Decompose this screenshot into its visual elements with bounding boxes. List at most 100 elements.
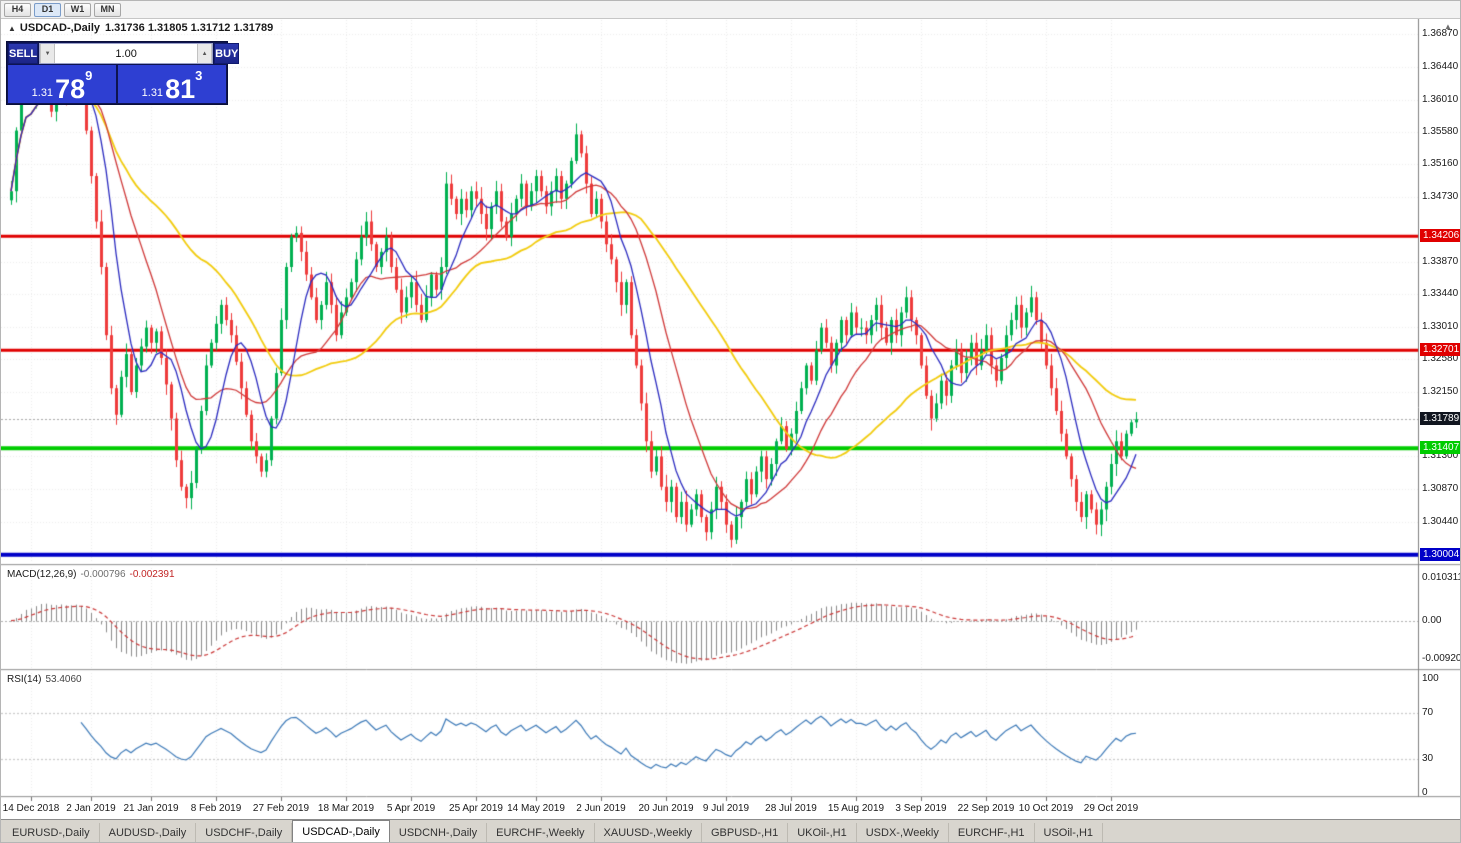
macd-value-main: -0.000796 — [80, 569, 126, 580]
macd-axis-tick: 0.010311 — [1422, 571, 1461, 583]
timeframe-button-mn[interactable]: MN — [94, 2, 121, 17]
chart-tabs-bar: EURUSD-,Daily AUDUSD-,Daily USDCHF-,Daily U… — [1, 819, 1460, 842]
price-axis-tick: 1.31300 — [1422, 450, 1459, 462]
sell-price-small: 1.31 — [31, 87, 54, 99]
chart-tab-eurusd-daily[interactable]: EURUSD-,Daily — [3, 823, 100, 842]
macd-axis-tick: -0.009203 — [1422, 653, 1461, 664]
price-axis-tick: 1.32150 — [1422, 386, 1459, 398]
price-axis-tick: 1.33870 — [1422, 255, 1459, 267]
date-axis-label: 14 Dec 2018 — [2, 803, 60, 814]
one-click-collapse-icon[interactable]: ▲ — [8, 24, 16, 33]
chart-tab-audusd-daily[interactable]: AUDUSD-,Daily — [100, 823, 197, 842]
date-axis-label: 27 Feb 2019 — [252, 803, 310, 814]
current-price-badge: 1.31789 — [1420, 412, 1460, 426]
tab-label: EURCHF-,Weekly — [496, 826, 585, 839]
macd-indicator-label: MACD(12,26,9) -0.000796 -0.002391 — [7, 569, 175, 580]
volume-input[interactable] — [55, 44, 198, 63]
date-axis-label: 2 Jan 2019 — [66, 803, 116, 814]
tab-label: USDCAD-,Daily — [302, 825, 380, 838]
date-axis-label: 3 Sep 2019 — [895, 803, 947, 814]
date-axis-label: 8 Feb 2019 — [190, 803, 242, 814]
price-axis-tick: 1.35160 — [1422, 157, 1459, 169]
chart-tab-usoil-h1[interactable]: USOil-,H1 — [1035, 823, 1104, 842]
date-axis-label: 10 Oct 2019 — [1018, 803, 1074, 814]
tab-label: USOil-,H1 — [1043, 826, 1094, 839]
rsi-name: RSI(14) — [7, 674, 42, 685]
tab-label: UKOil-,H1 — [797, 826, 847, 839]
tab-label: USDCHF-,Daily — [205, 826, 283, 839]
chart-tab-eurchf-h1[interactable]: EURCHF-,H1 — [949, 823, 1035, 842]
price-level-badge[interactable]: 1.31407 — [1420, 441, 1460, 455]
date-axis-label: 9 Jul 2019 — [702, 803, 750, 814]
timeframe-button-d1[interactable]: D1 — [34, 2, 61, 17]
chart-tab-usdcnh-daily[interactable]: USDCNH-,Daily — [390, 823, 488, 842]
tab-label: USDCNH-,Daily — [398, 826, 478, 839]
buy-price-sup: 3 — [195, 68, 203, 83]
sell-price-panel[interactable]: 1.31 78 9 — [8, 65, 116, 103]
buy-button[interactable]: BUY — [214, 43, 240, 64]
rsi-axis-tick: 30 — [1422, 752, 1434, 764]
chart-title: ▲ USDCAD-,Daily 1.31736 1.31805 1.31712 1.… — [8, 22, 273, 34]
timeframe-toolbar: H4 D1 W1 MN — [1, 1, 1460, 19]
date-axis-label: 14 May 2019 — [507, 803, 565, 814]
date-axis-label: 22 Sep 2019 — [957, 803, 1015, 814]
sell-button[interactable]: SELL — [8, 43, 39, 64]
price-axis-tick: 1.30440 — [1422, 515, 1459, 527]
date-axis-label: 29 Oct 2019 — [1083, 803, 1139, 814]
volume-increase-icon[interactable]: ▲ — [197, 44, 213, 63]
price-level-badge[interactable]: 1.30004 — [1420, 547, 1460, 561]
tab-label: XAUUSD-,Weekly — [603, 826, 692, 839]
rsi-axis-tick: 0 — [1422, 787, 1428, 798]
rsi-indicator-label: RSI(14) 53.4060 — [7, 674, 82, 685]
price-level-badge[interactable]: 1.32701 — [1420, 343, 1460, 357]
date-axis-label: 18 Mar 2019 — [317, 803, 375, 814]
price-axis-tick: 1.34730 — [1422, 190, 1459, 202]
price-axis-tick: 1.33010 — [1422, 320, 1459, 332]
date-axis-label: 25 Apr 2019 — [449, 803, 503, 814]
rsi-axis-tick: 100 — [1422, 673, 1439, 684]
buy-price-big: 81 — [165, 74, 196, 104]
chart-shift-marker-icon: ▲ — [1444, 22, 1452, 31]
volume-control: ▼ ▲ — [39, 43, 214, 64]
date-axis-label: 2 Jun 2019 — [576, 803, 626, 814]
timeframe-button-h4[interactable]: H4 — [4, 2, 31, 17]
date-axis-label: 5 Apr 2019 — [386, 803, 436, 814]
price-axis-tick: 1.36010 — [1422, 93, 1459, 105]
tab-label: GBPUSD-,H1 — [710, 826, 779, 839]
chart-tab-ukoil-h1[interactable]: UKOil-,H1 — [788, 823, 857, 842]
chart-tab-usdchf-daily[interactable]: USDCHF-,Daily — [196, 823, 293, 842]
chart-tab-usdx-weekly[interactable]: USDX-,Weekly — [857, 823, 949, 842]
chart-ohlc-values: 1.31736 1.31805 1.31712 1.31789 — [105, 22, 274, 34]
macd-axis-tick: 0.00 — [1422, 614, 1442, 626]
price-axis-tick: 1.33440 — [1422, 288, 1459, 300]
chart-tab-xauusd-weekly[interactable]: XAUUSD-,Weekly — [595, 823, 702, 842]
rsi-axis-tick: 70 — [1422, 707, 1434, 719]
macd-name: MACD(12,26,9) — [7, 569, 77, 580]
sell-price-sup: 9 — [85, 68, 93, 83]
price-axis-tick: 1.30870 — [1422, 483, 1459, 494]
buy-price-panel[interactable]: 1.31 81 3 — [118, 65, 226, 103]
chart-tab-usdcad-daily[interactable]: USDCAD-,Daily — [292, 820, 390, 842]
price-axis-tick: 1.36440 — [1422, 60, 1459, 72]
timeframe-button-w1[interactable]: W1 — [64, 2, 91, 17]
tab-label: AUDUSD-,Daily — [108, 826, 187, 839]
macd-value-signal: -0.002391 — [129, 569, 175, 580]
volume-decrease-icon[interactable]: ▼ — [40, 44, 56, 63]
date-axis-label: 15 Aug 2019 — [827, 803, 885, 814]
chart-tab-gbpusd-h1[interactable]: GBPUSD-,H1 — [702, 823, 789, 842]
rsi-value: 53.4060 — [45, 674, 82, 685]
price-axis-tick: 1.36870 — [1422, 28, 1459, 40]
sell-price-big: 78 — [55, 74, 86, 104]
price-axis-tick: 1.35580 — [1422, 126, 1459, 138]
chart-tab-eurchf-weekly[interactable]: EURCHF-,Weekly — [487, 823, 595, 842]
price-level-badge[interactable]: 1.34206 — [1420, 229, 1460, 243]
chart-canvas[interactable] — [1, 18, 1460, 821]
tab-label: USDX-,Weekly — [865, 826, 939, 839]
buy-price-small: 1.31 — [141, 87, 164, 99]
date-axis-label: 20 Jun 2019 — [638, 803, 694, 814]
chart-symbol-label: USDCAD-,Daily — [19, 22, 100, 34]
date-axis-label: 28 Jul 2019 — [765, 803, 817, 814]
